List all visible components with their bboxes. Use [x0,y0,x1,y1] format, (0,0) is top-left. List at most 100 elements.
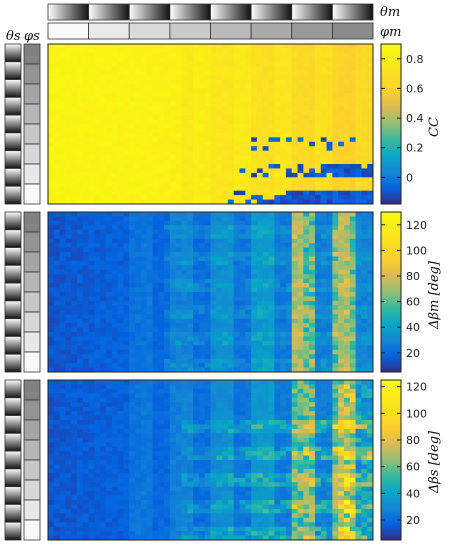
heatmap-cell [309,354,316,360]
heatmap-cell [222,212,229,217]
heatmap-cell [48,57,55,63]
heatmap-cell [204,168,211,174]
heatmap-cell [169,345,177,351]
heatmap-cell [367,97,374,103]
heatmap-cell [227,229,235,235]
heatmap-cell [256,177,264,183]
heatmap-cell [332,402,339,408]
heatmap-cell [245,79,252,85]
heatmap-cell [111,358,119,364]
heatmap-cell [309,61,316,67]
heatmap-cell [355,234,362,240]
heatmap-cell [332,309,339,315]
heatmap-cell [82,411,90,416]
heatmap-cell [158,420,165,425]
heatmap-cell [256,437,264,443]
heatmap-cell [349,177,356,183]
heatmap-cell [216,146,223,152]
heatmap-cell [367,336,374,342]
heatmap-cell [198,124,206,129]
theta-s-segment [4,318,22,337]
heatmap-cell [274,243,281,248]
heatmap-cell [280,314,287,320]
heatmap-cell [135,283,142,288]
heatmap-cell [268,269,275,275]
heatmap-cell [82,70,90,76]
heatmap-cell [77,115,84,120]
heatmap-cell [227,110,235,116]
heatmap-cell [123,159,130,165]
heatmap-cell [111,332,119,337]
heatmap-cell [239,128,246,134]
heatmap-cell [100,92,107,98]
heatmap-cell [152,292,159,297]
heatmap-cell [309,305,316,311]
heatmap-cell [256,57,264,63]
heatmap-cell [320,380,327,385]
heatmap-cell [251,110,258,116]
heatmap-cell [164,309,171,315]
heatmap-cell [338,406,345,412]
heatmap-cell [204,106,211,112]
heatmap-cell [262,141,269,147]
heatmap-cell [53,292,60,297]
heatmap-cell [326,402,333,408]
heatmap-cell [343,349,351,355]
heatmap-cell [198,283,206,288]
heatmap-cell [152,327,159,333]
heatmap-cell [355,66,362,72]
heatmap-cell [222,388,229,394]
heatmap-cell [285,260,293,266]
heatmap-cell [256,216,264,222]
heatmap-cell [48,437,55,443]
heatmap-cell [361,238,368,244]
heatmap-cell [71,424,78,430]
heatmap-cell [152,252,159,257]
heatmap-cell [65,199,72,205]
heatmap-cell [233,411,240,416]
heatmap-cell [77,199,84,205]
heatmap-cell [216,292,223,297]
heatmap-cell [314,437,322,443]
heatmap-cell [326,332,333,337]
heatmap-cell [169,433,177,439]
heatmap-cell [123,84,130,89]
heatmap-cell [326,287,333,293]
heatmap-cell [251,433,258,439]
heatmap-cell [71,388,78,394]
heatmap-cell [135,234,142,240]
heatmap-cell [181,110,188,116]
heatmap-cell [175,345,182,351]
heatmap-cell [291,265,298,271]
heatmap-cell [100,97,107,103]
heatmap-cell [297,402,304,408]
heatmap-cell [111,181,119,187]
heatmap-cell [71,159,78,165]
heatmap-cell [71,225,78,231]
heatmap-cell [65,212,72,217]
heatmap-cell [135,225,142,231]
heatmap-cell [204,256,211,262]
heatmap-cell [274,296,281,302]
heatmap-cell [349,195,356,200]
heatmap-cell [59,44,66,49]
heatmap-cell [100,110,107,116]
heatmap-cell [349,292,356,297]
heatmap-cell [262,181,269,187]
heatmap-cell [222,309,229,315]
heatmap-cell [59,141,66,147]
heatmap-cell [303,216,310,222]
heatmap-cell [245,420,252,425]
heatmap-cell [71,124,78,129]
heatmap-cell [82,433,90,439]
heatmap-cell [355,177,362,183]
heatmap-cell [48,305,55,311]
heatmap-cell [349,367,356,373]
heatmap-cell [256,397,264,403]
heatmap-cell [140,106,148,112]
heatmap-cell [309,229,316,235]
heatmap-cell [297,70,304,76]
heatmap-cell [106,420,113,425]
heatmap-cell [140,433,148,439]
heatmap-cell [158,354,165,360]
